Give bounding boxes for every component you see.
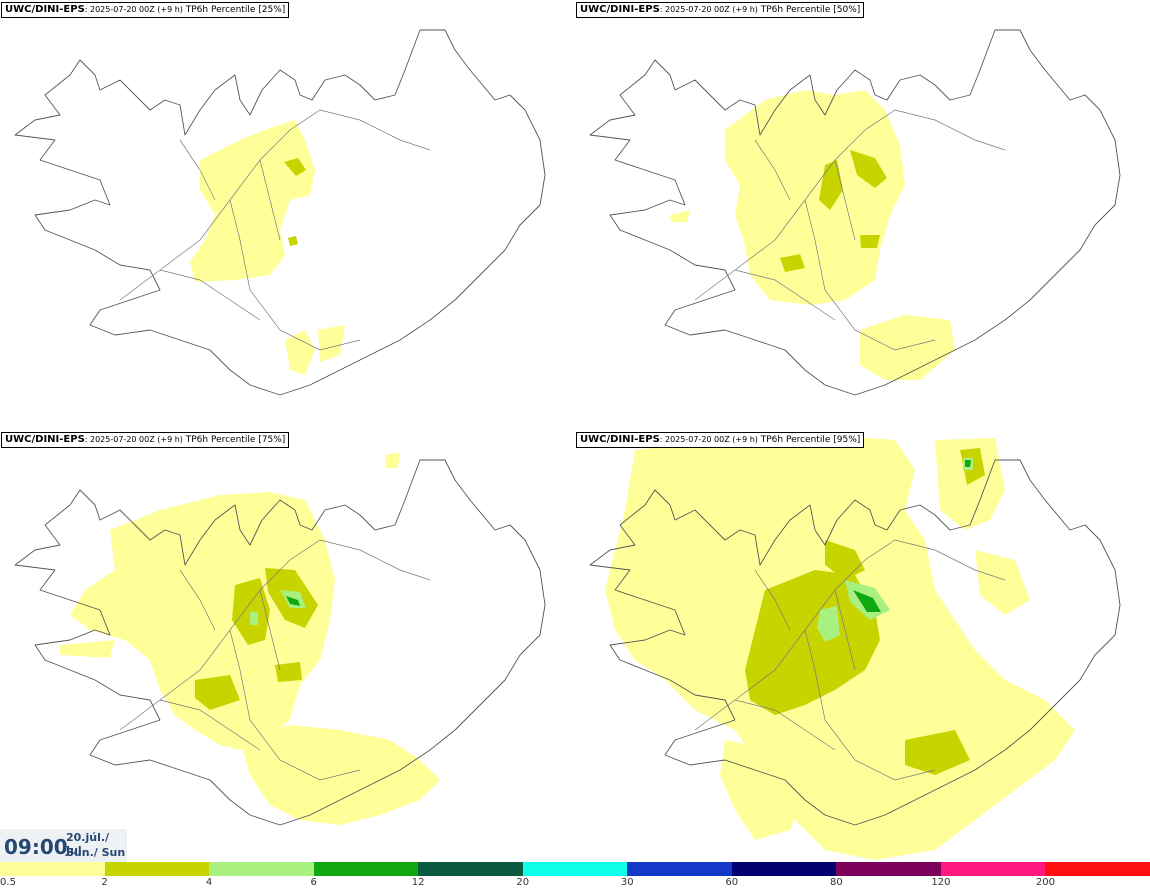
coastline-p25	[14, 29, 546, 396]
scale-swatch	[0, 862, 106, 876]
road-line	[159, 269, 261, 321]
run-info: : 2025-07-20 00Z (+9 h)	[84, 435, 183, 444]
road-line	[694, 109, 1006, 301]
scale-tick-label: 20	[516, 877, 530, 888]
scale-swatch	[627, 862, 733, 876]
road-line	[754, 569, 791, 631]
model-name: UWC/DINI-EPS	[5, 434, 85, 445]
precip-map-p75	[14, 452, 546, 826]
scale-tick-label: 12	[411, 877, 425, 888]
road-line	[804, 199, 936, 351]
precip-map-p25	[14, 29, 546, 396]
road-line	[734, 699, 836, 751]
precip-color-scale: 0.5 2 4 6 12 20 30 60 80 120 200	[0, 862, 1150, 891]
road-line	[159, 699, 261, 751]
road-line	[179, 569, 216, 631]
panel-title-p75: UWC/DINI-EPS: 2025-07-20 00Z (+9 h) TP6h…	[1, 432, 290, 448]
road-line	[119, 109, 431, 301]
valid-weekday: Sun./ Sun	[66, 846, 126, 859]
scale-tick-label: 2	[101, 877, 108, 888]
road-line	[754, 139, 791, 201]
precip-light-p25	[190, 120, 345, 375]
precip-veryheavy-p75	[286, 596, 300, 606]
run-info: : 2025-07-20 00Z (+9 h)	[659, 435, 758, 444]
coastline-p50	[589, 29, 1121, 396]
road-line	[259, 589, 281, 671]
model-name: UWC/DINI-EPS	[580, 434, 660, 445]
precip-map-p95	[589, 435, 1121, 860]
precip-light-p50	[670, 90, 955, 380]
coastline-p75	[14, 459, 546, 826]
road-line	[229, 199, 361, 351]
scale-tick-label: 6	[310, 877, 317, 888]
iceland-coastline	[14, 459, 546, 826]
scale-tick-label: 80	[829, 877, 843, 888]
scale-tick-label: 60	[725, 877, 739, 888]
scale-tick-label: 30	[620, 877, 634, 888]
field-label: TP6h Percentile [95%]	[757, 435, 861, 445]
scale-tick-label: 4	[205, 877, 213, 888]
precip-moderate-p50	[780, 150, 887, 272]
scale-swatch	[522, 862, 628, 876]
road-line	[834, 589, 856, 671]
run-info: : 2025-07-20 00Z (+9 h)	[84, 5, 183, 14]
road-line	[179, 139, 216, 201]
field-label: TP6h Percentile [75%]	[182, 435, 286, 445]
scale-tick-label: 200	[1035, 877, 1055, 888]
scale-swatch	[418, 862, 524, 876]
iceland-coastline	[14, 29, 546, 396]
iceland-coastline	[589, 29, 1121, 396]
map-panel-p95: UWC/DINI-EPS: 2025-07-20 00Z (+9 h) TP6h…	[575, 430, 1150, 860]
field-label: TP6h Percentile [25%]	[182, 5, 286, 15]
map-panel-p25: UWC/DINI-EPS: 2025-07-20 00Z (+9 h) TP6h…	[0, 0, 575, 430]
road-line	[119, 539, 431, 731]
valid-time-box: 09:00 20.júl./ Jul Sun./ Sun	[0, 829, 127, 862]
model-name: UWC/DINI-EPS	[5, 4, 85, 15]
scale-swatch	[1045, 862, 1150, 876]
precip-map-p50	[589, 29, 1121, 396]
valid-date: 20.júl./ Jul	[66, 831, 110, 857]
panel-title-p25: UWC/DINI-EPS: 2025-07-20 00Z (+9 h) TP6h…	[1, 2, 290, 18]
precip-light-p75	[60, 452, 440, 825]
road-line	[229, 629, 361, 781]
scale-swatch	[104, 862, 210, 876]
map-panel-p50: UWC/DINI-EPS: 2025-07-20 00Z (+9 h) TP6h…	[575, 0, 1150, 430]
coastline-p95	[589, 459, 1121, 826]
scale-swatch	[836, 862, 942, 876]
scale-tick-label: 0.5	[0, 877, 16, 888]
road-line	[694, 539, 1006, 731]
road-line	[804, 629, 936, 781]
field-label: TP6h Percentile [50%]	[757, 5, 861, 15]
scale-swatch	[731, 862, 837, 876]
road-line	[259, 159, 281, 241]
run-info: : 2025-07-20 00Z (+9 h)	[659, 5, 758, 14]
road-line	[834, 159, 856, 241]
precip-moderate-p25	[284, 158, 306, 246]
panel-title-p95: UWC/DINI-EPS: 2025-07-20 00Z (+9 h) TP6h…	[576, 432, 865, 448]
scale-tick-label: 120	[931, 877, 951, 888]
panel-title-p50: UWC/DINI-EPS: 2025-07-20 00Z (+9 h) TP6h…	[576, 2, 865, 18]
scale-swatch	[209, 862, 315, 876]
model-name: UWC/DINI-EPS	[580, 4, 660, 15]
scale-swatch	[940, 862, 1046, 876]
precip-veryheavy-p95	[853, 460, 971, 612]
iceland-coastline	[589, 459, 1121, 826]
road-line	[734, 269, 836, 321]
map-panel-p75: UWC/DINI-EPS: 2025-07-20 00Z (+9 h) TP6h…	[0, 430, 575, 860]
scale-swatch	[313, 862, 419, 876]
valid-time: 09:00	[4, 835, 68, 859]
